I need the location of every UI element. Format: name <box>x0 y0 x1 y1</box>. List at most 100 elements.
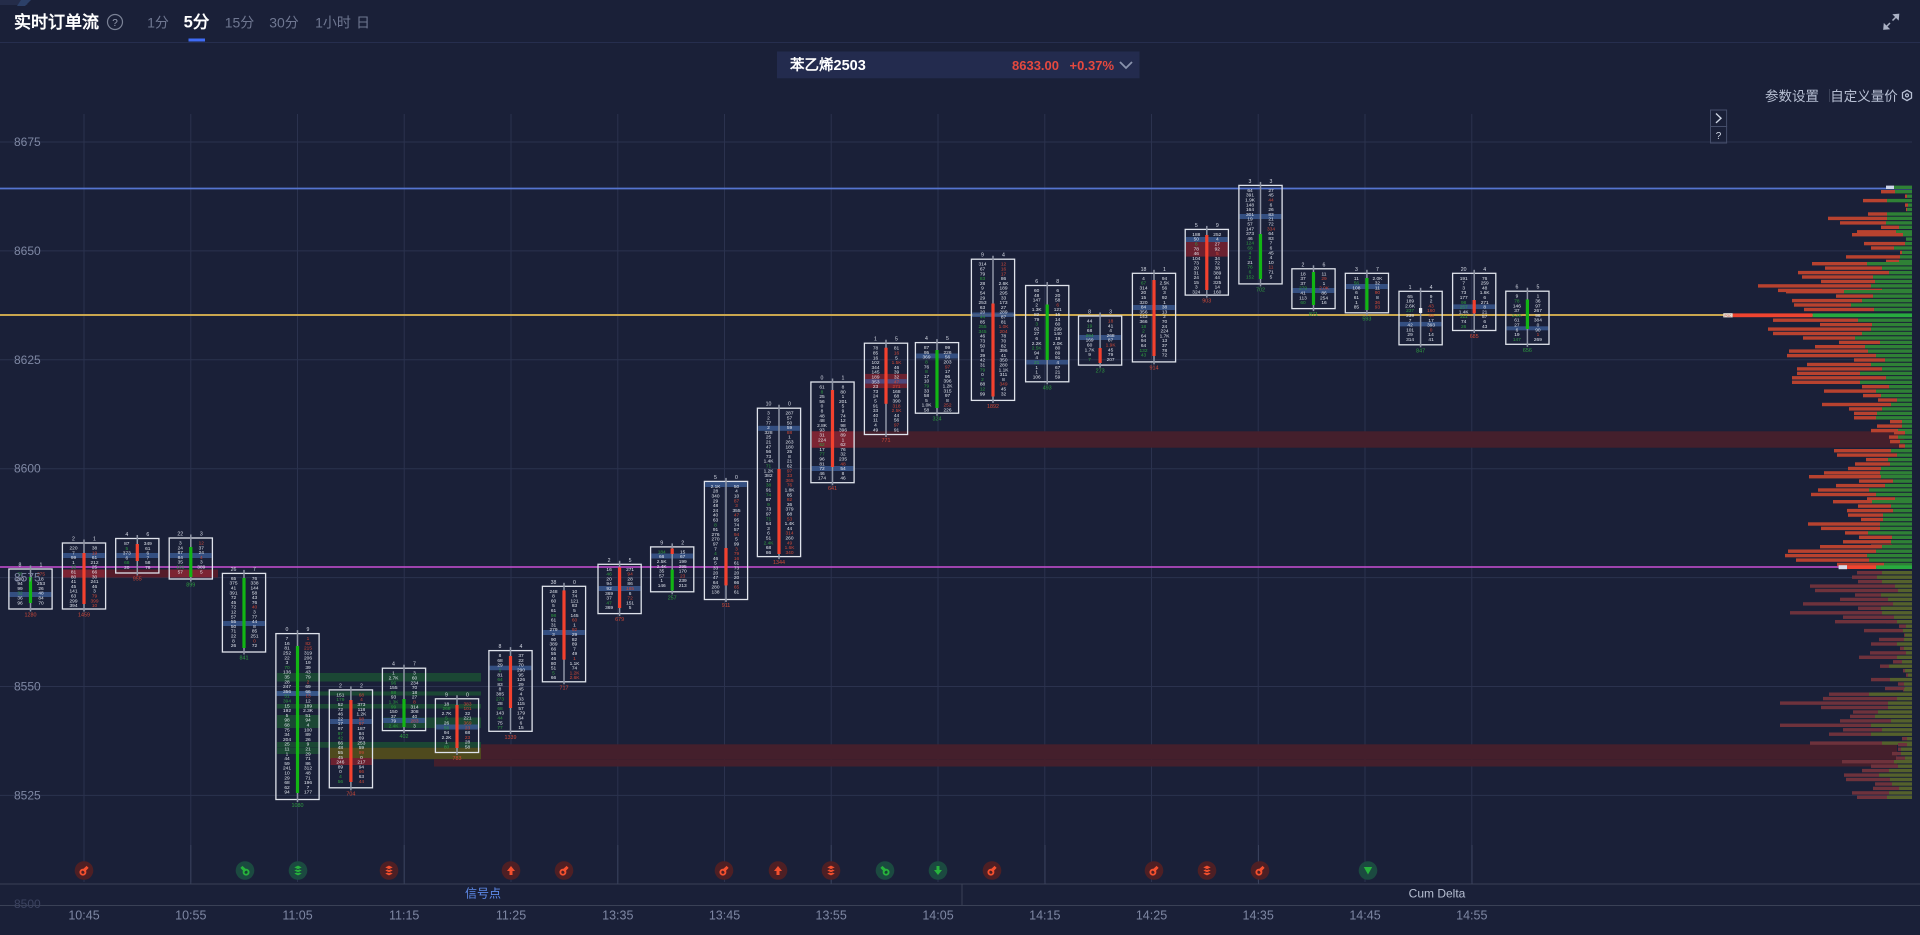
svg-text:61: 61 <box>1514 318 1520 324</box>
svg-text:29: 29 <box>497 663 503 669</box>
svg-text:11:05: 11:05 <box>282 909 312 923</box>
svg-text:17: 17 <box>338 721 344 727</box>
svg-text:2.7K: 2.7K <box>442 711 453 717</box>
svg-text:94: 94 <box>17 581 23 587</box>
svg-text:373: 373 <box>123 551 131 557</box>
svg-text:295: 295 <box>679 564 687 570</box>
svg-text:8650: 8650 <box>14 244 41 258</box>
svg-text:24: 24 <box>199 550 205 556</box>
svg-text:30: 30 <box>92 574 98 580</box>
svg-text:252: 252 <box>283 651 291 657</box>
svg-text:73: 73 <box>734 566 740 572</box>
svg-text:593: 593 <box>1362 316 1371 322</box>
svg-text:72: 72 <box>338 707 344 713</box>
svg-text:841: 841 <box>240 656 249 662</box>
svg-text:5: 5 <box>714 561 717 567</box>
svg-text:0: 0 <box>821 376 824 382</box>
svg-text:108: 108 <box>1352 285 1360 291</box>
svg-text:88: 88 <box>980 382 986 388</box>
svg-text:379: 379 <box>785 507 793 513</box>
svg-text:12: 12 <box>980 387 986 393</box>
svg-text:26: 26 <box>1461 324 1467 330</box>
svg-text:91: 91 <box>1055 355 1061 361</box>
svg-text:9: 9 <box>981 253 984 259</box>
svg-text:59: 59 <box>1055 374 1061 380</box>
svg-text:33: 33 <box>713 566 719 572</box>
svg-text:28: 28 <box>713 489 719 495</box>
svg-text:42: 42 <box>1407 323 1413 329</box>
svg-text:1: 1 <box>842 394 845 400</box>
svg-text:58: 58 <box>252 590 258 596</box>
svg-text:5: 5 <box>946 336 949 342</box>
svg-text:3: 3 <box>179 541 182 547</box>
svg-text:44: 44 <box>1087 319 1093 325</box>
svg-text:394: 394 <box>69 603 77 609</box>
svg-text:11:15: 11:15 <box>389 909 419 923</box>
svg-text:196: 196 <box>304 780 312 786</box>
svg-text:301: 301 <box>1246 212 1254 218</box>
svg-text:POC: POC <box>1725 314 1733 318</box>
svg-text:353: 353 <box>871 379 879 385</box>
svg-text:23: 23 <box>465 735 471 741</box>
svg-text:80: 80 <box>840 389 846 395</box>
svg-text:2.5K: 2.5K <box>892 408 903 414</box>
svg-text:295: 295 <box>999 291 1007 297</box>
svg-text:77: 77 <box>819 452 825 458</box>
svg-text:61: 61 <box>734 561 740 567</box>
svg-text:33: 33 <box>1001 295 1007 301</box>
svg-text:191: 191 <box>1460 276 1468 282</box>
svg-text:98: 98 <box>359 716 365 722</box>
svg-text:59: 59 <box>787 425 793 431</box>
svg-text:189: 189 <box>871 375 879 381</box>
svg-text:48: 48 <box>38 591 44 597</box>
svg-text:13:55: 13:55 <box>816 909 847 923</box>
svg-text:226: 226 <box>943 350 951 356</box>
svg-text:32: 32 <box>465 711 471 717</box>
svg-text:51: 51 <box>551 666 557 672</box>
svg-text:180: 180 <box>785 444 793 450</box>
svg-text:86: 86 <box>1321 291 1327 297</box>
svg-text:1.9K: 1.9K <box>1245 198 1256 204</box>
svg-text:64: 64 <box>1141 333 1147 339</box>
svg-text:8: 8 <box>1088 310 1091 316</box>
svg-text:58: 58 <box>1055 298 1061 304</box>
svg-text:45: 45 <box>71 584 77 590</box>
svg-text:35: 35 <box>284 675 290 681</box>
svg-text:98: 98 <box>551 613 557 619</box>
svg-text:80: 80 <box>551 661 557 667</box>
svg-text:899: 899 <box>186 583 195 589</box>
svg-text:84: 84 <box>38 596 44 602</box>
svg-text:97: 97 <box>787 468 793 474</box>
svg-text:98: 98 <box>284 718 290 724</box>
svg-text:165: 165 <box>626 586 634 592</box>
svg-text:396: 396 <box>943 379 951 385</box>
svg-text:37: 37 <box>1300 276 1306 282</box>
svg-text:56: 56 <box>945 355 951 361</box>
svg-text:37: 37 <box>199 545 205 551</box>
svg-text:58: 58 <box>924 408 930 414</box>
svg-text:1.1K: 1.1K <box>999 367 1010 373</box>
svg-text:21: 21 <box>1034 360 1040 366</box>
svg-text:1.2K: 1.2K <box>356 712 367 718</box>
svg-text:241: 241 <box>90 579 98 585</box>
svg-text:57: 57 <box>518 706 524 712</box>
svg-text:71: 71 <box>766 516 772 522</box>
svg-text:76: 76 <box>252 576 258 582</box>
svg-text:8: 8 <box>232 638 235 644</box>
svg-text:3: 3 <box>1249 179 1252 185</box>
svg-text:32: 32 <box>894 375 900 381</box>
svg-text:6: 6 <box>520 720 523 726</box>
svg-text:3: 3 <box>552 632 555 638</box>
svg-text:235: 235 <box>839 457 847 463</box>
svg-text:5: 5 <box>735 537 738 543</box>
svg-text:37: 37 <box>1162 343 1168 349</box>
svg-text:71: 71 <box>231 629 237 635</box>
svg-text:1: 1 <box>1409 285 1412 291</box>
svg-text:68: 68 <box>766 545 772 551</box>
svg-text:2.2K: 2.2K <box>442 735 453 741</box>
svg-text:41: 41 <box>1428 337 1434 343</box>
svg-text:2: 2 <box>1249 255 1252 261</box>
svg-text:1: 1 <box>842 437 845 443</box>
svg-text:257: 257 <box>1460 305 1468 311</box>
svg-text:60: 60 <box>551 598 557 604</box>
